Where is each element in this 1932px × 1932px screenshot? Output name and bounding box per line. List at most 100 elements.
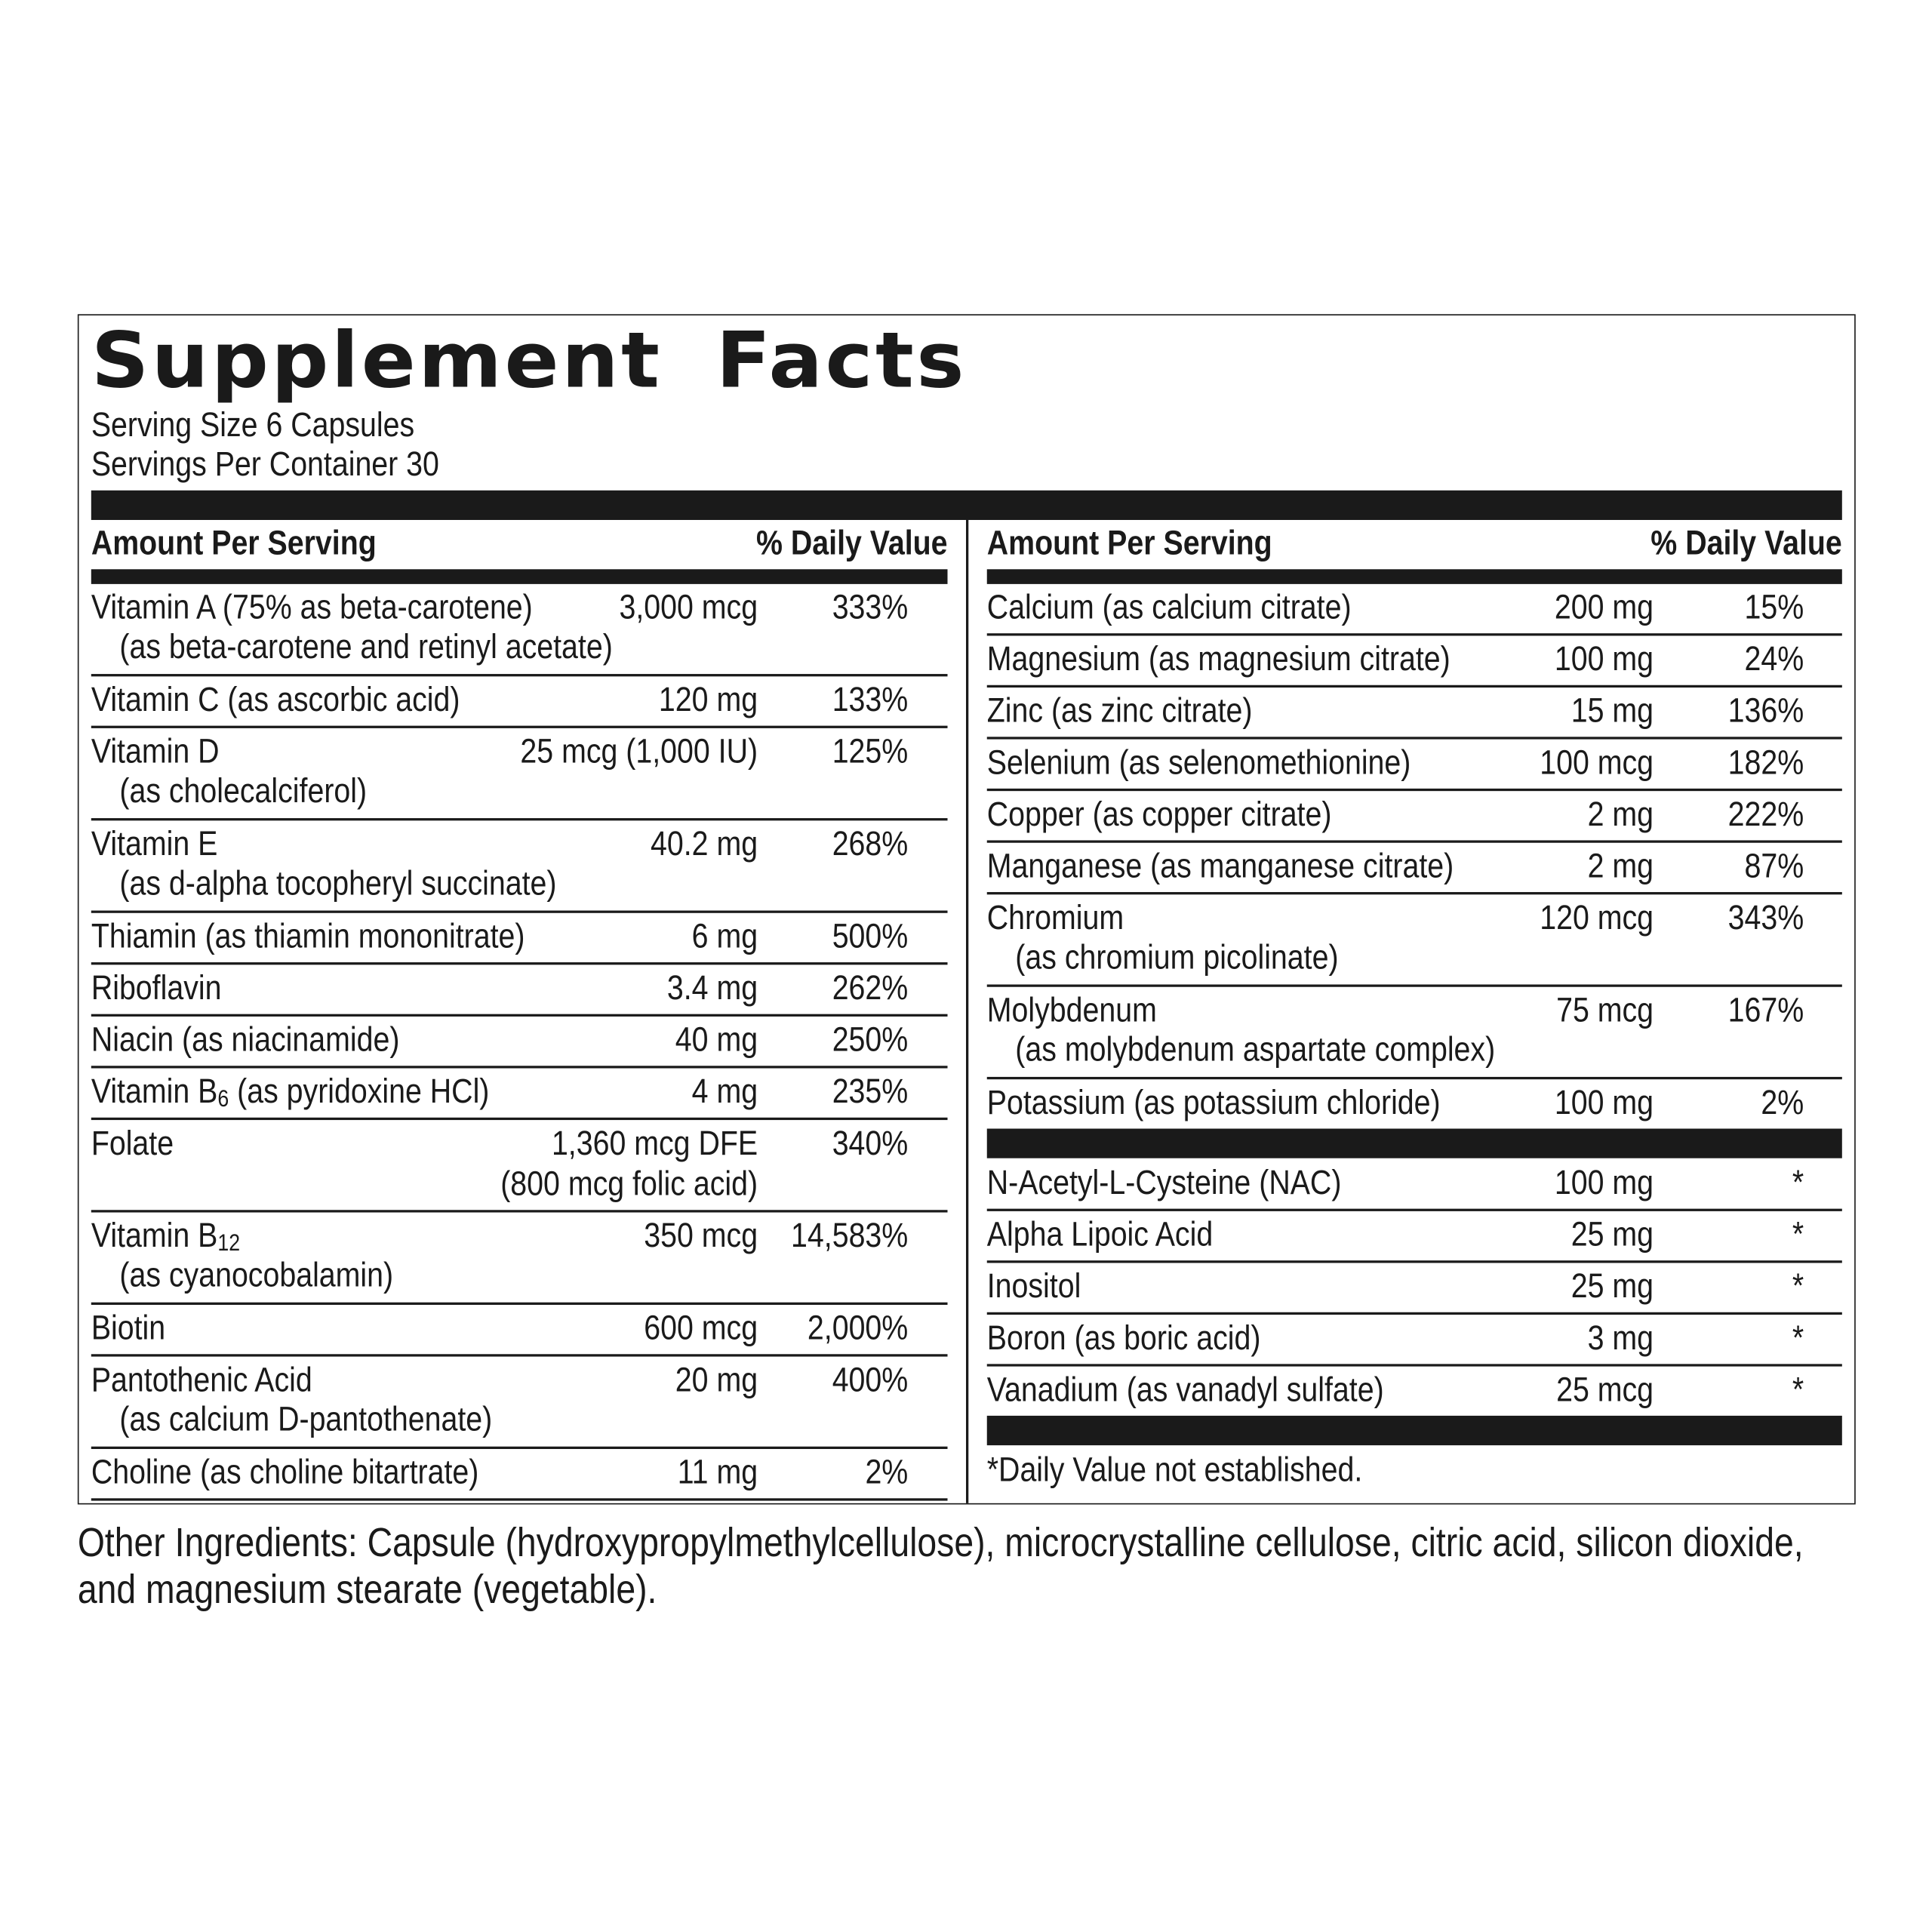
name-text: Choline (as choline bitartrate): [91, 1452, 479, 1491]
row-rule: [986, 1208, 1842, 1211]
title: Supplement Facts: [91, 315, 967, 406]
daily-value: 500%: [832, 916, 909, 955]
name-text: Boron (as boric acid): [986, 1318, 1261, 1357]
row-rule: [91, 1210, 948, 1213]
other-ingredients: Other Ingredients: Capsule (hydroxypropy…: [77, 1519, 1804, 1612]
thick-bar: [986, 1128, 1842, 1158]
nutrient-name: Niacin (as niacinamide): [91, 1020, 400, 1060]
name-text: Vitamin C (as ascorbic acid): [91, 680, 460, 718]
name-text: Vitamin E: [91, 824, 218, 863]
nutrient-name: Choline (as choline bitartrate): [91, 1453, 479, 1492]
daily-value: 24%: [1744, 639, 1804, 678]
footnote: *Daily Value not established.: [986, 1450, 1363, 1489]
amount: 6 mg: [691, 916, 758, 955]
name-text: Molybdenum: [986, 990, 1157, 1029]
amount: 25 mg: [1571, 1266, 1654, 1305]
amount: 3.4 mg: [666, 968, 758, 1007]
row-rule: [91, 674, 948, 677]
nutrient-name: N-Acetyl-L-Cysteine (NAC): [987, 1163, 1342, 1202]
nutrient-name: Vitamin A (75% as beta-carotene): [91, 588, 533, 627]
nutrient-name: Riboflavin: [91, 968, 222, 1008]
row-rule: [986, 984, 1842, 987]
row-rule: [91, 1066, 948, 1069]
name-subscript: 6: [217, 1086, 229, 1113]
name-text: Vitamin A (75% as beta-carotene): [91, 587, 533, 626]
nutrient-detail: (as cholecalciferol): [119, 771, 368, 810]
thick-bar: [91, 490, 1842, 520]
amount: 100 mg: [1554, 1083, 1654, 1121]
name-text: Inositol: [986, 1266, 1081, 1305]
amount: 120 mg: [658, 680, 758, 718]
nutrient-name: Zinc (as zinc citrate): [987, 691, 1253, 731]
name-text: Magnesium (as magnesium citrate): [986, 639, 1451, 678]
amount: 75 mcg: [1556, 990, 1654, 1029]
column-header: Amount Per Serving: [91, 523, 377, 562]
daily-value: 400%: [832, 1360, 909, 1399]
daily-value: 2,000%: [807, 1308, 909, 1347]
name-text: Selenium (as selenomethionine): [986, 743, 1411, 782]
daily-value: *: [1792, 1163, 1804, 1201]
daily-value: 167%: [1727, 990, 1804, 1029]
daily-value: 340%: [832, 1123, 909, 1162]
amount: 100 mg: [1554, 639, 1654, 678]
daily-value: 14,583%: [791, 1216, 909, 1255]
amount: 1,360 mcg DFE: [551, 1123, 758, 1162]
nutrient-detail: (as beta-carotene and retinyl acetate): [119, 627, 613, 666]
amount: 3 mg: [1587, 1318, 1654, 1357]
amount: 40 mg: [675, 1020, 758, 1059]
row-rule: [986, 1364, 1842, 1367]
name-text: Vitamin B: [91, 1072, 218, 1111]
daily-value: 182%: [1727, 743, 1804, 782]
nutrient-name: Vitamin B12: [91, 1216, 240, 1255]
nutrient-name: Calcium (as calcium citrate): [987, 588, 1352, 627]
nutrient-detail: (as d-alpha tocopheryl succinate): [119, 863, 557, 903]
nutrient-detail: (as chromium picolinate): [1015, 937, 1339, 977]
amount: 350 mcg: [644, 1216, 758, 1255]
daily-value: 235%: [832, 1072, 909, 1111]
daily-value: 125%: [832, 731, 909, 771]
amount: 40.2 mg: [651, 824, 758, 863]
name-text: Folate: [91, 1123, 174, 1162]
nutrient-detail: (as calcium D-pantothenate): [119, 1399, 493, 1438]
name-text: Zinc (as zinc citrate): [986, 691, 1253, 730]
amount: 25 mg: [1571, 1214, 1654, 1254]
name-text: Vanadium (as vanadyl sulfate): [986, 1370, 1384, 1409]
name-text: Copper (as copper citrate): [986, 795, 1332, 833]
nutrient-name: Selenium (as selenomethionine): [987, 743, 1411, 782]
amount: 20 mg: [675, 1360, 758, 1399]
daily-value: *: [1792, 1266, 1804, 1305]
row-rule: [91, 1117, 948, 1121]
row-rule: [91, 1354, 948, 1357]
name-text: Biotin: [91, 1308, 166, 1347]
row-rule: [986, 840, 1842, 843]
nutrient-name: Alpha Lipoic Acid: [987, 1215, 1213, 1254]
name-suffix: (as pyridoxine HCl): [229, 1072, 490, 1111]
daily-value: 343%: [1727, 898, 1804, 937]
serving-size: Serving Size 6 Capsules: [91, 405, 415, 444]
name-text: Potassium (as potassium chloride): [986, 1083, 1441, 1121]
row-rule: [986, 1076, 1842, 1080]
amount: 2 mg: [1587, 795, 1654, 833]
row-rule: [986, 1260, 1842, 1263]
nutrient-name: Potassium (as potassium chloride): [987, 1083, 1441, 1122]
name-text: N-Acetyl-L-Cysteine (NAC): [986, 1163, 1342, 1201]
amount: 100 mcg: [1540, 743, 1654, 782]
daily-value: 333%: [832, 587, 909, 626]
row-rule: [91, 1498, 948, 1501]
nutrient-name: Vitamin C (as ascorbic acid): [91, 680, 460, 719]
column-header: % Daily Value: [756, 523, 948, 562]
amount: 11 mg: [677, 1452, 758, 1491]
amount: 25 mcg: [1556, 1370, 1654, 1409]
nutrient-name: Manganese (as manganese citrate): [987, 847, 1454, 886]
nutrient-name: Thiamin (as thiamin mononitrate): [91, 917, 525, 956]
daily-value: 222%: [1727, 795, 1804, 833]
daily-value: 250%: [832, 1020, 909, 1059]
amount: 200 mg: [1554, 587, 1654, 626]
daily-value: *: [1792, 1214, 1804, 1254]
column-header: Amount Per Serving: [986, 523, 1272, 562]
name-text: Manganese (as manganese citrate): [986, 846, 1454, 885]
daily-value: 15%: [1744, 587, 1804, 626]
name-text: Calcium (as calcium citrate): [986, 587, 1352, 626]
row-rule: [91, 725, 948, 728]
